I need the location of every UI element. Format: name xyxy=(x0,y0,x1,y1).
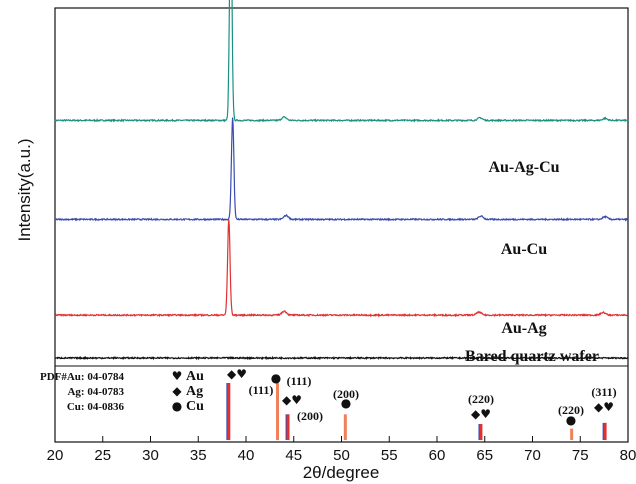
reference-legend-label: Cu xyxy=(186,399,204,414)
x-tick-label: 40 xyxy=(238,447,255,464)
series-label: Bared quartz wafer xyxy=(465,348,599,365)
series-line xyxy=(54,0,629,123)
x-axis: 20 25 30 35 40 45 50 55 60 65 70 75 80 xyxy=(47,436,636,464)
reference-symbol: ● xyxy=(566,413,576,427)
reference-pdf-label: PDF#Au: 04-0784 xyxy=(40,371,125,383)
x-tick-label: 30 xyxy=(142,447,159,464)
hkl-label: (200) xyxy=(333,387,359,401)
x-tick-label: 75 xyxy=(572,447,589,464)
reference-pdf-label: Ag: 04-0783 xyxy=(67,386,124,398)
series-label-group: Au-Ag-Cu Au-Cu Au-Ag Bared quartz wafer xyxy=(465,159,599,365)
reference-legend-symbol: ◆ xyxy=(172,384,182,398)
x-tick-label: 55 xyxy=(381,447,398,464)
x-tick-label: 70 xyxy=(524,447,541,464)
reference-legend-symbol: ● xyxy=(172,399,182,413)
y-axis-title: Intensity(a.u.) xyxy=(15,139,34,242)
x-tick-label: 20 xyxy=(47,447,64,464)
x-tick-label: 60 xyxy=(429,447,446,464)
plot-frame xyxy=(54,7,629,443)
trace-group xyxy=(54,0,629,361)
reference-annotation-group: ◆♥(111)● (111)◆♥(200)●(200)◆♥(220)●(220) ◆… xyxy=(227,367,617,427)
series-label: Au-Ag xyxy=(501,320,546,337)
hkl-label: (200) xyxy=(297,409,323,423)
reference-legend-label: Ag xyxy=(186,384,203,399)
x-tick-label: 35 xyxy=(190,447,207,464)
reference-symbol: ● xyxy=(271,371,281,385)
reference-legend-symbol: ♥ xyxy=(172,369,183,383)
reference-symbol: ◆♥ xyxy=(594,400,614,414)
reference-legend: PDF#Au: 04-0784 ♥ Au Ag: 04-0783 ◆ Ag Cu: 04-0… xyxy=(40,369,204,414)
x-tick-label: 45 xyxy=(285,447,302,464)
hkl-label: (111) xyxy=(287,374,312,388)
series-line xyxy=(54,355,629,361)
series-line xyxy=(54,117,629,222)
reference-line-group xyxy=(226,383,607,440)
reference-pdf-label: Cu: 04-0836 xyxy=(67,401,125,413)
x-tick-label: 25 xyxy=(94,447,111,464)
series-line xyxy=(54,219,629,318)
hkl-label: (111) xyxy=(249,383,274,397)
x-axis-title: 2θ/degree xyxy=(303,463,380,482)
hkl-label: (220) xyxy=(468,392,494,406)
reference-symbol: ◆♥ xyxy=(471,407,491,421)
reference-legend-label: Au xyxy=(186,369,204,384)
series-label: Au-Cu xyxy=(501,241,547,258)
series-label: Au-Ag-Cu xyxy=(488,159,559,176)
hkl-label: (220) xyxy=(558,403,584,417)
x-tick-label: 65 xyxy=(476,447,493,464)
hkl-label: (311) xyxy=(591,385,616,399)
x-tick-label: 50 xyxy=(333,447,350,464)
x-tick-label: 80 xyxy=(620,447,636,464)
reference-symbol: ◆♥ xyxy=(282,393,302,407)
reference-symbol: ● xyxy=(341,396,351,410)
reference-symbol: ◆♥ xyxy=(227,367,247,381)
